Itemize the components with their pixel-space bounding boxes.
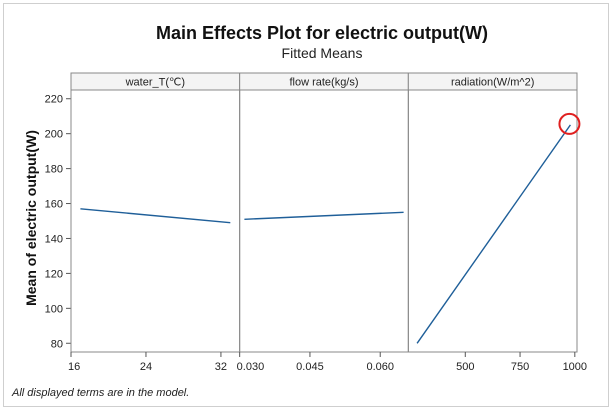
y-tick-label: 120 — [45, 268, 63, 280]
x-tick-label: 1000 — [563, 361, 587, 373]
x-tick-label: 0.060 — [366, 361, 394, 373]
panel-strip-label: radiation(W/m^2) — [451, 77, 534, 89]
panel-strip-label: water_T(℃) — [125, 77, 185, 89]
main-effect-line — [416, 124, 571, 344]
y-tick-label: 200 — [45, 129, 63, 141]
y-tick-label: 80 — [51, 338, 63, 350]
panel-strip-label: flow rate(kg/s) — [289, 77, 358, 89]
panel-3: radiation(W/m^2) 500 750 1000 — [407, 72, 587, 373]
chart-subtitle: Fitted Means — [282, 45, 363, 61]
y-axis: 80 100 120 140 160 180 200 220 — [45, 94, 71, 350]
y-tick-label: 140 — [45, 233, 63, 245]
y-tick-label: 160 — [45, 199, 63, 211]
x-tick-label: 16 — [68, 361, 80, 373]
panel-2: flow rate(kg/s) 0.030 0.045 0.060 — [237, 72, 409, 373]
y-axis-label: Mean of electric output(W) — [23, 130, 39, 306]
y-tick-label: 100 — [45, 303, 63, 315]
footnote: All displayed terms are in the model. — [11, 387, 189, 399]
main-effect-line — [80, 208, 231, 224]
panels: water_T(℃) 16 24 32 flow rate(kg/s) 0.030 0.04… — [68, 72, 587, 373]
panel-plot-area — [239, 89, 409, 353]
main-effect-line — [244, 211, 404, 220]
panel-1: water_T(℃) 16 24 32 — [68, 72, 241, 373]
x-tick-label: 500 — [456, 361, 474, 373]
panel-plot-area — [407, 89, 578, 353]
highlight-circle — [558, 112, 581, 135]
x-tick-label: 32 — [215, 361, 227, 373]
chart-frame — [3, 3, 609, 407]
x-tick-label: 0.045 — [296, 361, 324, 373]
y-tick-label: 220 — [45, 94, 63, 106]
x-tick-label: 0.030 — [237, 361, 265, 373]
x-tick-label: 750 — [511, 361, 529, 373]
x-tick-label: 24 — [140, 361, 152, 373]
chart-title: Main Effects Plot for electric output(W) — [156, 23, 488, 43]
y-tick-label: 180 — [45, 164, 63, 176]
